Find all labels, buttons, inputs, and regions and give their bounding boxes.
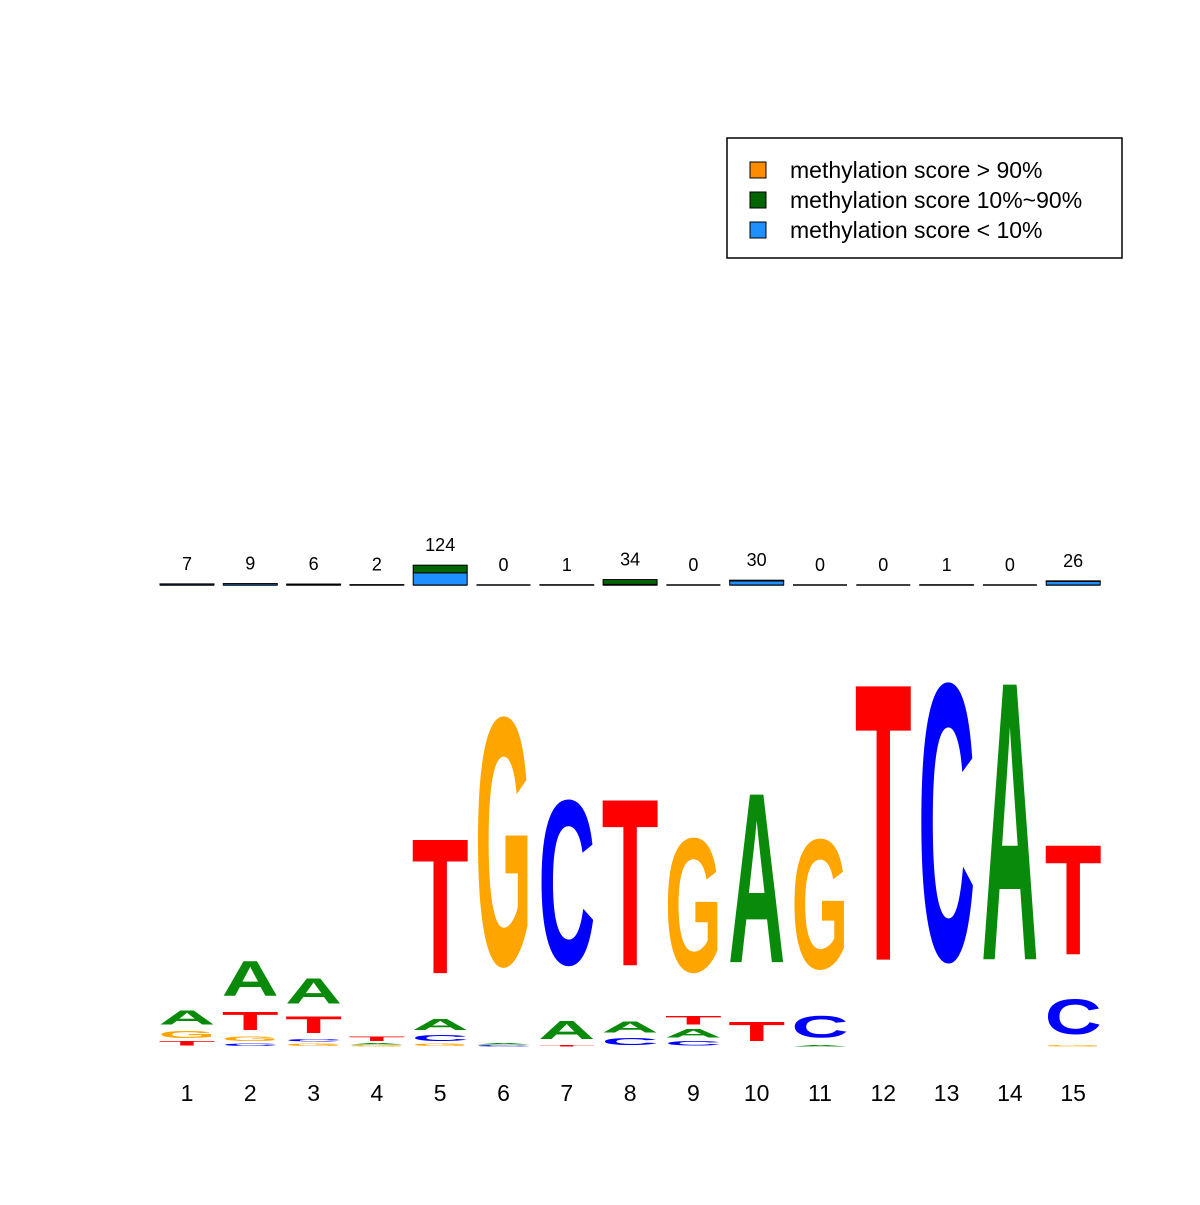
letter: A bbox=[475, 1043, 532, 1045]
legend-swatch bbox=[750, 222, 766, 238]
letter: T bbox=[728, 1016, 785, 1047]
x-tick-label: 15 bbox=[1060, 1080, 1086, 1106]
letter: G bbox=[1045, 1045, 1102, 1047]
methylation-bar bbox=[730, 581, 784, 585]
letter: A bbox=[728, 743, 785, 1015]
x-tick-label: 11 bbox=[808, 1080, 832, 1106]
letter: G bbox=[792, 800, 849, 1008]
letter: G bbox=[348, 1045, 405, 1047]
letter: G bbox=[475, 644, 532, 1040]
x-tick-label: 10 bbox=[744, 1080, 770, 1106]
letter: C bbox=[412, 1034, 469, 1043]
letter: G bbox=[412, 1043, 469, 1047]
methylation-bar bbox=[287, 584, 341, 585]
legend-label: methylation score 10%~90% bbox=[790, 187, 1082, 213]
letter: T bbox=[665, 1014, 722, 1027]
letter: G bbox=[285, 1043, 342, 1047]
x-tick-label: 6 bbox=[497, 1080, 510, 1106]
count-label: 7 bbox=[182, 554, 192, 574]
letter: C bbox=[285, 1038, 342, 1042]
count-label: 30 bbox=[747, 550, 767, 570]
methylation-bar bbox=[413, 565, 467, 573]
letter: C bbox=[602, 1036, 659, 1047]
letter: C bbox=[475, 1045, 532, 1047]
letter: C bbox=[665, 1040, 722, 1047]
methylation-bar bbox=[160, 584, 214, 585]
letter: A bbox=[602, 1018, 659, 1036]
methylation-bar bbox=[413, 573, 467, 585]
letter: C bbox=[918, 600, 975, 1044]
letter: T bbox=[1045, 813, 1102, 988]
count-label: 0 bbox=[878, 555, 888, 575]
x-tick-label: 5 bbox=[434, 1080, 447, 1106]
x-tick-label: 9 bbox=[687, 1080, 700, 1106]
letter: T bbox=[602, 748, 659, 1017]
letter: C bbox=[792, 1009, 849, 1045]
letter: A bbox=[159, 1007, 216, 1029]
count-label: 26 bbox=[1063, 551, 1083, 571]
x-tick-label: 7 bbox=[560, 1080, 573, 1106]
methylation-bar bbox=[603, 580, 657, 585]
legend-swatch bbox=[750, 192, 766, 208]
x-tick-label: 3 bbox=[307, 1080, 320, 1106]
count-label: 0 bbox=[498, 555, 508, 575]
letter: A bbox=[285, 971, 342, 1011]
letter: T bbox=[855, 602, 912, 1045]
methylation-bar bbox=[223, 584, 277, 585]
count-label: 2 bbox=[372, 555, 382, 575]
x-tick-label: 2 bbox=[244, 1080, 257, 1106]
count-label: 34 bbox=[620, 550, 640, 570]
legend-label: methylation score < 10% bbox=[790, 217, 1043, 243]
letter: T bbox=[412, 799, 469, 1016]
count-label: 0 bbox=[815, 555, 825, 575]
letter: A bbox=[792, 1045, 849, 1047]
x-tick-label: 8 bbox=[624, 1080, 637, 1106]
letter: G bbox=[665, 798, 722, 1012]
letter: C bbox=[1045, 988, 1102, 1044]
letter: G bbox=[222, 1036, 279, 1043]
letter: A bbox=[348, 1043, 405, 1045]
x-tick-label: 12 bbox=[871, 1080, 897, 1106]
methylation-bar bbox=[1046, 581, 1100, 582]
letter: T bbox=[159, 1040, 216, 1047]
letter: C bbox=[538, 752, 595, 1015]
letter: G bbox=[159, 1029, 216, 1040]
letter: A bbox=[412, 1016, 469, 1034]
count-label: 9 bbox=[245, 554, 255, 574]
letter: T bbox=[348, 1036, 405, 1043]
x-tick-label: 14 bbox=[997, 1080, 1023, 1106]
x-tick-label: 13 bbox=[934, 1080, 960, 1106]
legend-swatch bbox=[750, 162, 766, 178]
count-label: 0 bbox=[688, 555, 698, 575]
letter: A bbox=[222, 950, 279, 1006]
letter: A bbox=[538, 1016, 595, 1045]
count-label: 0 bbox=[1005, 555, 1015, 575]
letter: A bbox=[665, 1027, 722, 1040]
count-label: 6 bbox=[309, 554, 319, 574]
count-label: 1 bbox=[942, 555, 952, 575]
methylation-bar bbox=[730, 580, 784, 581]
x-tick-label: 4 bbox=[371, 1080, 384, 1106]
letter: A bbox=[981, 598, 1038, 1043]
count-label: 1 bbox=[562, 555, 572, 575]
letter: T bbox=[538, 1045, 595, 1047]
letter: T bbox=[222, 1007, 279, 1036]
legend-label: methylation score > 90% bbox=[790, 157, 1043, 183]
letter: C bbox=[222, 1042, 279, 1046]
count-label: 124 bbox=[425, 535, 455, 555]
methylation-bar bbox=[1046, 581, 1100, 585]
letter: T bbox=[285, 1011, 342, 1038]
x-tick-label: 1 bbox=[181, 1080, 194, 1106]
